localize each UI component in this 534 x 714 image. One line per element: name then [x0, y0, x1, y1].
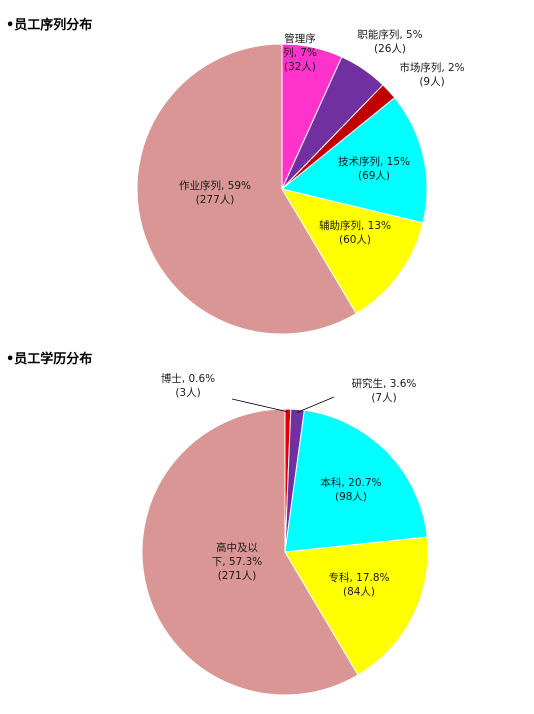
pie-slice-1-3 [284, 536, 429, 676]
data-label-0-0: 管理序列, 7% (32人) [283, 32, 317, 73]
data-label-0-2: 市场序列, 2% (9人) [399, 61, 464, 88]
data-label-0-3: 技术序列, 15% (69人) [338, 155, 410, 182]
leader-line-1-0 [231, 398, 288, 413]
data-label-1-2: 本科, 20.7% (98人) [320, 476, 381, 503]
pie-slice-0-3 [280, 97, 428, 224]
data-label-1-0: 博士, 0.6% (3人) [161, 372, 215, 399]
data-label-0-1: 职能序列, 5% (26人) [357, 28, 422, 55]
data-label-1-4: 高中及以下, 57.3% (271人) [212, 541, 263, 582]
chart-title-employee-education: •员工学历分布 [6, 352, 93, 367]
data-label-0-5: 作业序列, 59% (277人) [179, 179, 251, 206]
pie-slice-0-5 [136, 43, 357, 335]
data-label-1-1: 研究生, 3.6% (7人) [352, 377, 417, 404]
pie-slice-0-4 [280, 188, 424, 315]
leader-line-1-1 [297, 396, 335, 413]
pie-slice-1-2 [284, 409, 428, 553]
chart-title-employee-sequence: •员工序列分布 [6, 18, 93, 33]
pie-slice-1-4 [141, 408, 359, 696]
data-label-0-4: 辅助序列, 13% (60人) [319, 219, 391, 246]
data-label-1-3: 专科, 17.8% (84人) [328, 571, 389, 598]
